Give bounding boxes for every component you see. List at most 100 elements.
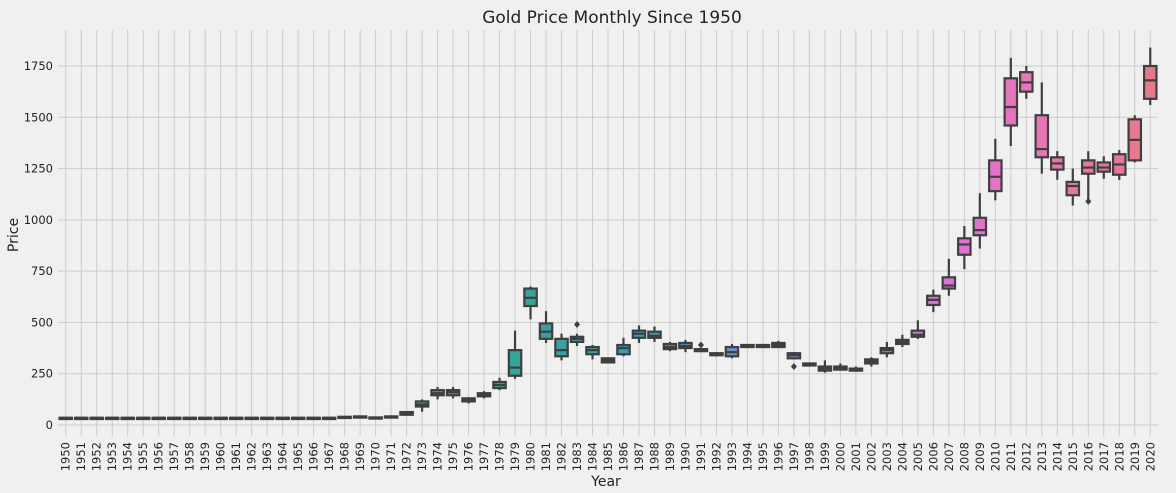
x-tick-label: 2002 <box>864 442 878 471</box>
box-1983 <box>569 320 585 347</box>
box-1974 <box>430 387 445 400</box>
x-tick-label: 1991 <box>694 442 708 471</box>
x-tick-label: 1998 <box>802 442 816 471</box>
box-1993 <box>724 343 740 359</box>
x-tick-label: 1966 <box>307 442 321 471</box>
y-tick-label: 250 <box>31 367 53 381</box>
grid-lines <box>58 30 1158 436</box>
y-tick-label: 1000 <box>24 213 53 227</box>
x-tick-label: 2011 <box>1004 442 1018 471</box>
box-1959 <box>197 416 213 421</box>
x-tick-label: 1985 <box>601 442 615 471</box>
chart-title: Gold Price Monthly Since 1950 <box>482 8 742 28</box>
x-tick-label: 1995 <box>756 442 770 471</box>
box-2003 <box>879 341 895 358</box>
y-tick-label: 750 <box>31 264 53 278</box>
x-tick-label: 1958 <box>183 442 197 471</box>
box-2018 <box>1111 150 1127 180</box>
x-tick-label: 1961 <box>229 442 243 471</box>
x-tick-label: 1953 <box>105 442 119 471</box>
x-tick-label: 2012 <box>1019 442 1033 471</box>
x-tick-label: 1997 <box>787 442 801 471</box>
box-2010 <box>988 138 1003 201</box>
box-iqr <box>972 216 988 237</box>
box-1984 <box>585 344 600 360</box>
x-tick-label: 2003 <box>880 442 894 471</box>
y-axis-label: Price <box>6 218 22 252</box>
box-1976 <box>461 397 476 404</box>
y-axis-ticks: 0 250 500 750 1000 1250 1500 1750 <box>24 59 53 432</box>
box-iqr <box>616 343 631 356</box>
y-tick-label: 1250 <box>24 162 53 176</box>
box-1991 <box>693 341 709 353</box>
box-1969 <box>352 415 368 419</box>
box-2012 <box>1019 66 1034 99</box>
outlier-point <box>790 363 797 371</box>
outlier-point <box>697 341 704 349</box>
box-1952 <box>89 416 105 421</box>
box-1963 <box>259 416 275 421</box>
x-tick-label: 1957 <box>167 442 181 471</box>
box-2004 <box>895 334 910 348</box>
box-1973 <box>414 399 430 412</box>
x-tick-label: 2013 <box>1035 442 1049 471</box>
box-1978 <box>492 377 507 391</box>
x-tick-label: 2014 <box>1050 442 1064 471</box>
box-1996 <box>771 340 786 349</box>
x-tick-label: 2010 <box>988 442 1002 471</box>
box-1989 <box>662 341 678 352</box>
x-tick-label: 1988 <box>647 442 661 471</box>
box-1953 <box>104 416 120 421</box>
x-tick-label: 1970 <box>369 442 383 471</box>
box-iqr <box>957 237 972 256</box>
x-tick-label: 2007 <box>942 442 956 471</box>
x-tick-label: 1976 <box>462 442 476 471</box>
x-tick-label: 1967 <box>322 442 336 471</box>
box-1981 <box>538 311 554 343</box>
x-tick-label: 1993 <box>725 442 739 471</box>
box-1979 <box>507 330 523 379</box>
box-1954 <box>120 416 136 421</box>
box-1967 <box>321 416 337 421</box>
box-2002 <box>864 357 879 367</box>
box-2016 <box>1080 151 1096 205</box>
box-2019 <box>1127 115 1143 163</box>
x-tick-label: 1994 <box>740 442 754 471</box>
x-tick-label: 1999 <box>818 442 832 471</box>
box-1956 <box>151 416 167 421</box>
box-2015 <box>1065 168 1081 206</box>
x-axis-label: Year <box>590 474 621 490</box>
box-1971 <box>383 415 399 419</box>
box-1987 <box>631 325 647 343</box>
box-1977 <box>476 391 492 399</box>
x-tick-label: 1974 <box>431 442 445 471</box>
x-tick-label: 1952 <box>90 442 104 471</box>
box-1985 <box>600 357 616 364</box>
x-tick-label: 2016 <box>1081 442 1095 471</box>
x-tick-label: 2005 <box>911 442 925 471</box>
box-1966 <box>306 416 321 421</box>
box-2005 <box>910 320 926 339</box>
box-2009 <box>972 193 988 249</box>
y-tick-label: 500 <box>31 315 53 329</box>
box-1992 <box>709 352 724 357</box>
x-tick-label: 1980 <box>524 442 538 471</box>
x-tick-label: 1983 <box>570 442 584 471</box>
x-tick-label: 1972 <box>400 442 414 471</box>
box-iqr <box>1142 64 1158 100</box>
x-tick-label: 1956 <box>152 442 166 471</box>
x-tick-label: 2020 <box>1143 442 1157 471</box>
box-1994 <box>740 343 755 349</box>
box-1964 <box>275 416 290 421</box>
x-tick-label: 1951 <box>74 442 88 471</box>
box-2020 <box>1142 47 1158 105</box>
box-2017 <box>1096 156 1112 179</box>
x-tick-label: 1971 <box>384 442 398 471</box>
box-1950 <box>58 416 74 421</box>
x-tick-label: 1992 <box>709 442 723 471</box>
box-2014 <box>1049 151 1065 180</box>
x-tick-label: 1973 <box>415 442 429 471</box>
x-tick-label: 2019 <box>1128 442 1142 471</box>
box-2000 <box>833 363 848 371</box>
